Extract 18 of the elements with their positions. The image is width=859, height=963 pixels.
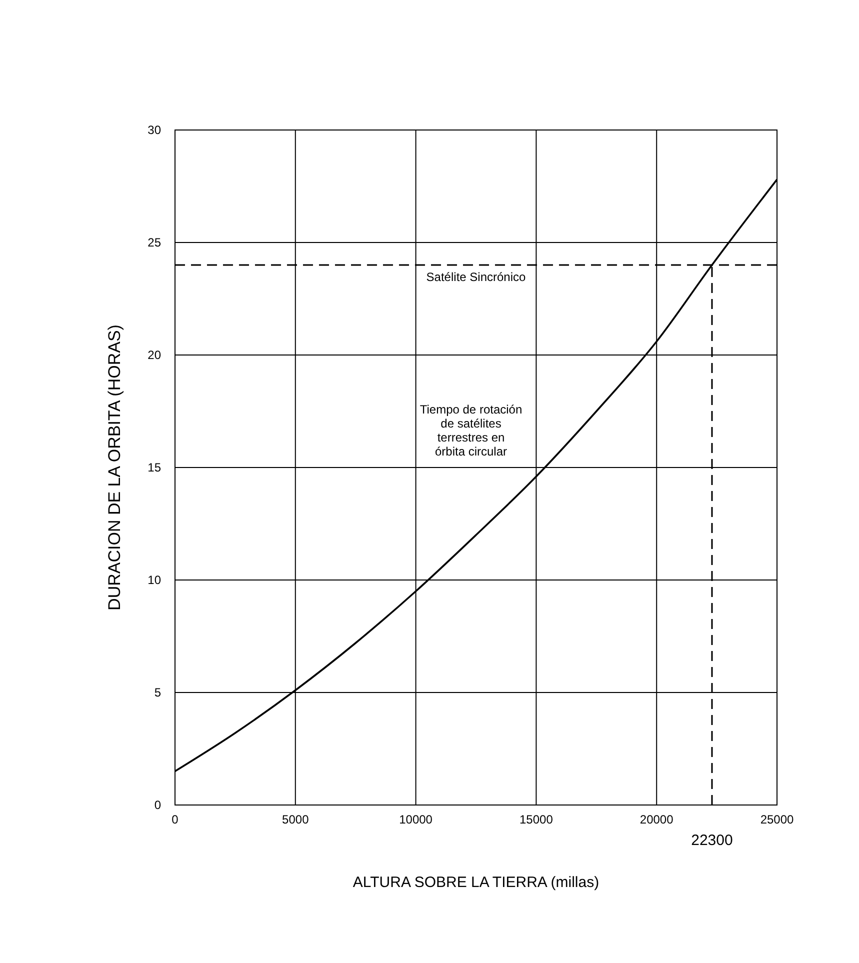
ref-line-label: 22300 <box>691 832 733 849</box>
x-tick-label: 0 <box>172 812 179 827</box>
x-axis-title: ALTURA SOBRE LA TIERRA (millas) <box>352 874 600 891</box>
y-tick-label: 15 <box>148 460 162 474</box>
y-axis-title: DURACION DE LA ORBITA (HORAS) <box>105 324 124 610</box>
y-tick-label: 0 <box>154 798 162 812</box>
y-tick-label: 30 <box>148 122 162 137</box>
annotation: Tiempo de rotación de satélites terrestres en órbita circular <box>420 402 522 458</box>
y-tick-label: 20 <box>148 348 162 362</box>
x-tick-label: 20000 <box>640 812 674 827</box>
y-tick-label: 25 <box>148 235 162 250</box>
y-tick-label: 5 <box>154 685 162 700</box>
ref-line-label: Satélite Sincrónico <box>426 270 526 284</box>
y-tick-label: 10 <box>148 572 162 587</box>
x-tick-label: 15000 <box>520 812 554 827</box>
x-tick-label: 25000 <box>760 812 794 827</box>
x-tick-label: 10000 <box>399 812 433 827</box>
x-tick-label: 5000 <box>282 812 310 827</box>
